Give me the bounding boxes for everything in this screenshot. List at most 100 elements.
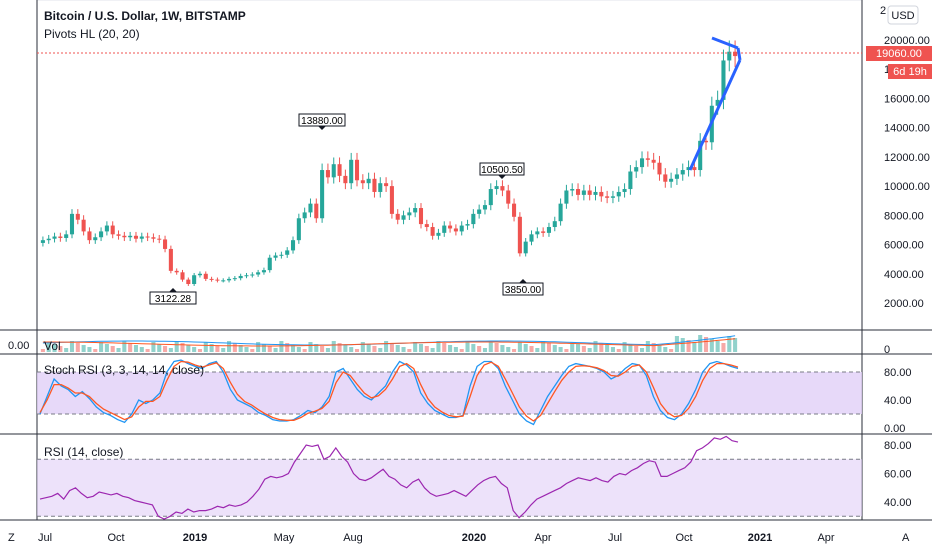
currency-button[interactable]: USD xyxy=(887,5,919,25)
volume-bar xyxy=(122,341,127,352)
price-tick-label: 2000.00 xyxy=(884,298,924,310)
time-tick-label: Oct xyxy=(107,532,124,544)
candle-body xyxy=(488,189,493,206)
candle-body xyxy=(256,272,261,275)
volume-zero-label: 0.00 xyxy=(8,340,29,352)
candle-body xyxy=(680,170,685,175)
rsi-pane[interactable]: 80.00 60.00 40.00 xyxy=(37,435,912,520)
candle-body xyxy=(703,140,709,143)
grid xyxy=(0,0,932,521)
rsi-tick-label: 60.00 xyxy=(884,469,912,481)
candle-body xyxy=(354,159,360,181)
candle-body xyxy=(378,183,383,192)
time-zone-button[interactable]: Z xyxy=(8,532,15,544)
stoch-tick-label: 40.00 xyxy=(884,395,912,407)
svg-text:USD: USD xyxy=(891,10,914,22)
volume-bar xyxy=(424,346,429,352)
volume-bar xyxy=(692,342,697,352)
pivot-value: 10500.50 xyxy=(481,165,523,176)
volume-bar xyxy=(698,335,703,352)
candle-body xyxy=(506,190,511,204)
volume-bar xyxy=(302,349,307,352)
volume-bar xyxy=(471,344,476,352)
volume-bar xyxy=(238,345,243,352)
price-tick-label: 8000.00 xyxy=(884,210,924,222)
volume-bar xyxy=(546,343,551,352)
last-price-value: 19060.00 xyxy=(876,48,922,60)
time-tick-label: Jul xyxy=(608,532,622,544)
volume-bar xyxy=(663,347,668,352)
candle-body xyxy=(52,236,57,239)
candle-body xyxy=(157,238,162,240)
candle-body xyxy=(692,167,697,171)
pivot-value: 3122.28 xyxy=(155,294,192,305)
candle-body xyxy=(273,255,278,258)
volume-bar xyxy=(558,347,563,352)
candle-body xyxy=(587,190,592,195)
volume-bar xyxy=(645,341,650,352)
volume-bar xyxy=(465,342,470,352)
volume-bar xyxy=(384,341,389,352)
time-tick-label: Apr xyxy=(534,532,551,544)
candle-body xyxy=(639,158,645,168)
stoch-d-line xyxy=(39,360,739,422)
volume-bar xyxy=(587,348,592,352)
volume-bar xyxy=(267,346,272,352)
symbol-title: Bitcoin / U.S. Dollar, 1W, BITSTAMP xyxy=(44,9,246,23)
candle-body xyxy=(413,208,418,213)
rsi-line xyxy=(39,435,739,520)
pivot-high-label-1: 13880.00 xyxy=(298,113,346,130)
trendline-connector[interactable] xyxy=(736,47,742,61)
price-pane[interactable] xyxy=(37,36,862,286)
volume-bar xyxy=(616,349,621,352)
candle-body xyxy=(581,190,586,195)
candle-body xyxy=(296,218,301,241)
time-axis[interactable]: Jul Oct 2019 May Aug 2020 Apr Jul Oct 2021 Apr xyxy=(38,532,835,544)
volume-bar xyxy=(99,342,104,352)
candle-body xyxy=(40,240,45,243)
time-tick-label: 2020 xyxy=(462,532,486,544)
volume-bar xyxy=(296,347,301,352)
volume-bar xyxy=(58,346,63,352)
volume-bar xyxy=(75,343,80,352)
volume-bar xyxy=(227,341,232,352)
candle-body xyxy=(448,225,453,229)
volume-bar xyxy=(564,349,569,352)
volume-bar xyxy=(634,346,639,352)
candle-body xyxy=(384,183,389,187)
stoch-rsi-pane[interactable]: 80.00 40.00 0.00 xyxy=(37,359,912,435)
pivot-low-label-1: 3122.28 xyxy=(149,288,197,305)
volume-axis-label: 0 xyxy=(884,344,890,356)
candle-body xyxy=(512,203,517,217)
trendline-upper[interactable] xyxy=(711,36,739,50)
price-tick-label: 6000.00 xyxy=(884,240,924,252)
pivot-labels: 13880.00 3122.28 10500.50 3850.00 xyxy=(149,113,544,305)
volume-bar xyxy=(703,337,709,352)
last-price-tag: 19060.00 6d 19h xyxy=(866,46,932,79)
candle-body xyxy=(279,254,284,256)
volume-bar xyxy=(360,342,365,352)
candle-body xyxy=(261,270,266,273)
candle-body xyxy=(471,213,476,225)
volume-pane[interactable]: 0 xyxy=(40,335,890,356)
candle-body xyxy=(657,162,662,175)
volume-bar xyxy=(215,346,220,352)
trendline-lower[interactable] xyxy=(688,59,742,171)
volume-bar xyxy=(366,344,371,352)
volume-bar xyxy=(453,347,458,352)
volume-bar xyxy=(40,349,45,352)
volume-bar xyxy=(570,342,575,352)
volume-bar xyxy=(221,348,226,352)
volume-bar xyxy=(651,343,656,352)
auto-scale-button[interactable]: A xyxy=(902,532,910,544)
candle-body xyxy=(372,178,377,192)
rsi-band xyxy=(37,459,862,517)
volume-bar xyxy=(535,348,540,352)
volume-bar xyxy=(46,342,51,352)
volume-bar xyxy=(494,343,499,352)
candle-body xyxy=(715,99,720,106)
candle-body xyxy=(366,178,371,184)
volume-bar xyxy=(314,344,319,352)
price-tick-label: 16000.00 xyxy=(884,93,930,105)
